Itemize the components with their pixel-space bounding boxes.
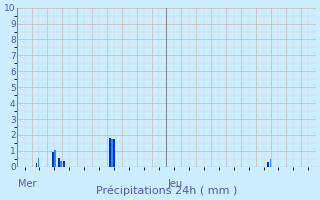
Bar (269, 159, 271, 167)
Bar (113, 139, 115, 167)
Bar (109, 138, 111, 167)
X-axis label: Précipitations 24h ( mm ): Précipitations 24h ( mm ) (96, 185, 237, 196)
Bar (54, 150, 56, 167)
Bar (52, 152, 54, 167)
Text: Jeu: Jeu (167, 179, 182, 189)
Bar (58, 158, 60, 167)
Bar (111, 139, 113, 167)
Bar (165, 139, 167, 167)
Bar (38, 158, 39, 167)
Bar (36, 163, 37, 167)
Bar (267, 162, 269, 167)
Bar (60, 161, 62, 167)
Bar (63, 161, 65, 167)
Text: Mer: Mer (18, 179, 36, 189)
